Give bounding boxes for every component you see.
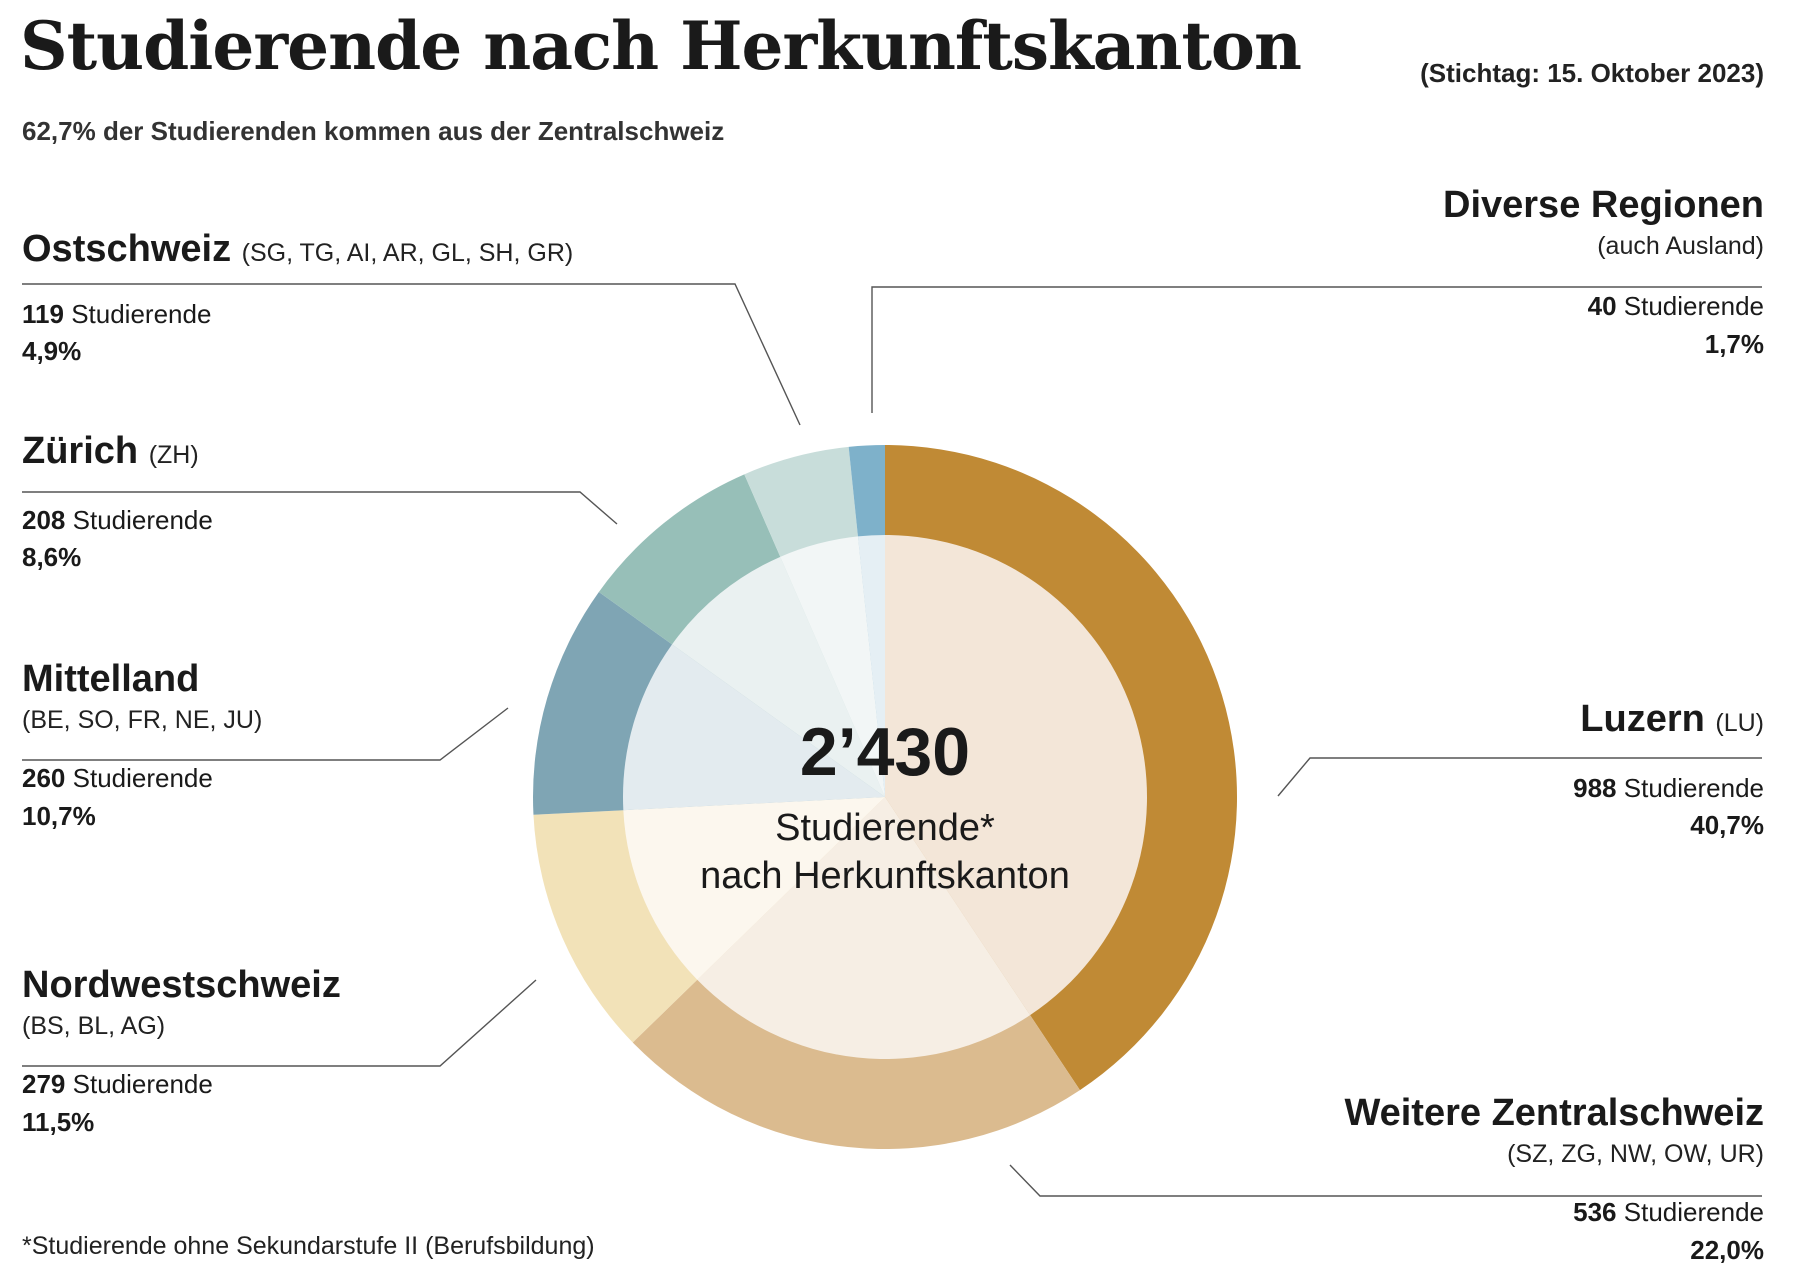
leader-line-4	[22, 979, 537, 1067]
label-code: (ZH)	[148, 441, 199, 469]
label-percent: 8,6%	[22, 542, 82, 573]
center-line-2: nach Herkunftskanton	[700, 855, 1070, 897]
leader-line-0	[22, 283, 801, 426]
leader-line-5	[1277, 757, 1762, 797]
label-code: (SG, TG, AI, AR, GL, SH, GR)	[241, 239, 574, 267]
footnote: *Studierende ohne Sekundarstufe II (Beru…	[22, 1232, 595, 1260]
label-count: 260	[22, 763, 66, 794]
leader-line-6	[1009, 1164, 1762, 1197]
label-percent: 1,7%	[1704, 329, 1764, 360]
label-unit: Studierende	[71, 298, 212, 329]
slice-inner-3	[622, 644, 885, 811]
label-code: (BS, BL, AG)	[22, 1011, 166, 1040]
label-name: Mittelland	[22, 658, 200, 700]
label-unit: Studierende	[1623, 772, 1764, 803]
label-unit: Studierende	[72, 1069, 213, 1100]
label-nordwestschweiz: Nordwestschweiz (BS, BL, AG) 279 Studiere…	[22, 964, 582, 1142]
label-count: 536	[1573, 1197, 1617, 1228]
leader-line-1	[871, 286, 1762, 413]
label-count: 988	[1573, 772, 1617, 803]
slice-inner-0	[885, 535, 1147, 1016]
label-percent: 22,0%	[1690, 1235, 1764, 1266]
label-name: Diverse Regionen	[1443, 184, 1764, 226]
label-count: 119	[22, 298, 64, 329]
slice-inner-4	[672, 556, 885, 797]
leader-line-2	[22, 491, 618, 525]
label-count: 208	[22, 504, 66, 535]
connector-lines	[22, 283, 1762, 1197]
reference-date: (Stichtag: 15. Oktober 2023)	[1420, 58, 1764, 88]
slice-inner-2	[623, 797, 885, 980]
label-name: Luzern	[1580, 698, 1705, 740]
label-name: Weitere Zentralschweiz	[1344, 1092, 1764, 1134]
label-code: (BE, SO, FR, NE, JU)	[22, 705, 263, 734]
label-mittelland: Mittelland (BE, SO, FR, NE, JU) 260 Studi…	[22, 658, 582, 836]
label-percent: 40,7%	[1690, 810, 1764, 841]
donut-slices	[533, 445, 1238, 1150]
label-percent: 11,5%	[22, 1107, 95, 1138]
label-name: Zürich	[22, 430, 139, 472]
label-unit: Studierende	[72, 504, 213, 535]
label-code: (SZ, ZG, NW, OW, UR)	[1507, 1139, 1764, 1168]
label-percent: 10,7%	[22, 801, 96, 832]
label-diverse-regionen: Diverse Regionen (auch Ausland) 40 Studie…	[1204, 184, 1764, 364]
label-unit: Studierende	[72, 763, 213, 794]
label-code: (auch Ausland)	[1597, 231, 1764, 260]
center-total: 2’430	[800, 714, 970, 790]
label-code: (LU)	[1715, 709, 1764, 737]
slice-inner-6	[857, 535, 885, 797]
label-unit: Studierende	[1623, 291, 1764, 322]
label-weitere-zentralschweiz: Weitere Zentralschweiz (SZ, ZG, NW, OW, U…	[1204, 1092, 1764, 1270]
label-count: 40	[1587, 291, 1617, 322]
slice-inner-1	[697, 797, 1031, 1059]
label-ostschweiz: Ostschweiz (SG, TG, AI, AR, GL, SH, GR) …	[22, 228, 582, 371]
slice-inner-5	[780, 536, 885, 797]
label-luzern: Luzern (LU) 988 Studierende 40,7%	[1204, 698, 1764, 845]
label-name: Ostschweiz	[22, 228, 232, 270]
chart-subtitle: 62,7% der Studierenden kommen aus der Ze…	[22, 116, 725, 146]
label-count: 279	[22, 1069, 66, 1100]
label-name: Nordwestschweiz	[22, 964, 341, 1006]
label-zuerich: Zürich (ZH) 208 Studierende 8,6%	[22, 430, 582, 577]
label-unit: Studierende	[1623, 1197, 1764, 1228]
center-line-1: Studierende*	[775, 807, 995, 849]
chart-title: Studierende nach Herkunftskanton	[20, 7, 1302, 85]
leader-line-3	[22, 707, 509, 761]
label-percent: 4,9%	[22, 336, 82, 367]
